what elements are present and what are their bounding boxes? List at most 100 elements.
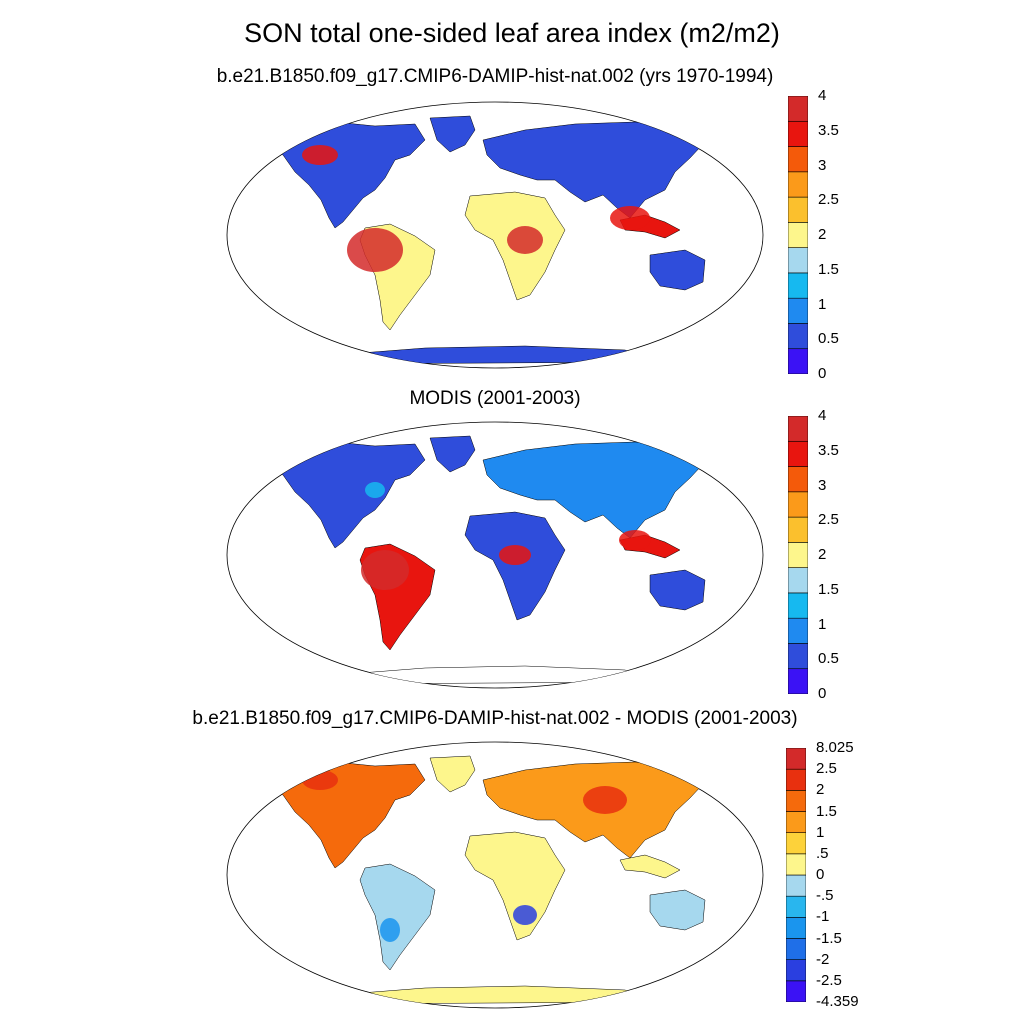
panel-1-map [225, 100, 765, 370]
field-patch [583, 786, 627, 814]
colorbar-swatch [788, 171, 808, 198]
colorbar-tick-label: 2 [818, 226, 827, 243]
panel-2-colorbar-svg [788, 416, 808, 694]
panel-3-map [225, 740, 765, 1010]
colorbar-swatch [786, 832, 806, 855]
continent-southeast-asia [619, 854, 681, 879]
colorbar-tick-label: 4 [818, 407, 827, 424]
field-patch [507, 226, 543, 254]
panel-3-subtitle: b.e21.B1850.f09_g17.CMIP6-DAMIP-hist-nat… [192, 708, 798, 729]
colorbar-tick-label: 0 [816, 866, 825, 883]
colorbar-swatch [786, 959, 806, 982]
continent-africa [464, 511, 566, 621]
colorbar-tick-label: 1.5 [818, 580, 839, 598]
colorbar-tick-label: .5 [816, 844, 829, 862]
colorbar-tick-label: 0 [818, 685, 827, 702]
colorbar-tick-label: 1 [818, 615, 827, 633]
colorbar-tick-label: 1 [816, 823, 825, 841]
colorbar-swatch [788, 323, 808, 350]
colorbar-tick-label: 3 [818, 476, 827, 494]
colorbar-tick-label: 3.5 [818, 121, 839, 139]
panel-3-colorbar: -4.359 -2.5 -2 -1.5 -1 -.5 0 .5 1 1.5 2 2.5 8.025 [786, 740, 859, 1009]
field-patch [361, 550, 409, 590]
colorbar-swatch [788, 516, 808, 543]
continent-south-america [359, 863, 436, 971]
panel-2-colorbar: 0 0.5 1 1.5 2 2.5 3 3.5 4 [788, 408, 839, 701]
panel-3-map-svg [226, 741, 764, 1009]
panel-2-map-svg [226, 421, 764, 689]
colorbar-tick-label: 4 [818, 87, 827, 104]
colorbar-swatch [788, 348, 808, 374]
colorbar-swatch [788, 247, 808, 274]
colorbar-swatch [788, 440, 808, 467]
continent-greenland [429, 115, 476, 153]
colorbar-swatch [786, 748, 806, 770]
continent-africa [464, 831, 566, 941]
figure-title: SON total one-sided leaf area index (m2/… [244, 18, 780, 48]
field-patch [610, 206, 650, 230]
colorbar-tick-label: 2.5 [818, 511, 839, 529]
colorbar-tick-label: 2 [816, 781, 825, 799]
colorbar-swatch [786, 895, 806, 918]
colorbar-swatch [788, 643, 808, 670]
panel-1-colorbar: 0 0.5 1 1.5 2 2.5 3 3.5 4 [788, 88, 839, 381]
panel-2-map [225, 420, 765, 690]
field-patch [619, 530, 651, 550]
colorbar-tick-label: -4.359 [816, 993, 859, 1010]
colorbar-tick-label: 1 [818, 295, 827, 313]
colorbar-swatch [788, 466, 808, 493]
continent-greenland [429, 755, 476, 793]
panel-1-map-svg [226, 101, 764, 369]
field-patch [499, 545, 531, 565]
colorbar-tick-label: 2.5 [818, 191, 839, 209]
colorbar-tick-label: 2.5 [816, 760, 837, 778]
panel-1-subtitle: b.e21.B1850.f09_g17.CMIP6-DAMIP-hist-nat… [216, 66, 774, 87]
field-patch [365, 482, 385, 498]
colorbar-swatch [786, 917, 806, 939]
continent-australia [649, 249, 706, 291]
colorbar-swatch [788, 222, 808, 248]
colorbar-tick-label: 0.5 [818, 650, 839, 668]
field-patch [302, 145, 338, 165]
field-patch [347, 228, 403, 272]
colorbar-swatch [788, 196, 808, 223]
colorbar-swatch [788, 542, 808, 568]
colorbar-swatch [788, 668, 808, 694]
colorbar-tick-label: -1 [816, 908, 830, 926]
colorbar-swatch [788, 416, 808, 442]
colorbar-swatch [788, 592, 808, 619]
colorbar-swatch [788, 96, 808, 122]
colorbar-tick-label: 0 [818, 365, 827, 382]
colorbar-swatch [786, 811, 806, 833]
colorbar-swatch [788, 617, 808, 644]
field-patch [513, 905, 537, 925]
colorbar-swatch [788, 146, 808, 173]
colorbar-tick-label: -2 [816, 950, 830, 968]
colorbar-swatch [786, 980, 806, 1002]
continent-greenland [429, 435, 476, 473]
colorbar-tick-label: 2 [818, 546, 827, 563]
colorbar-swatch [786, 790, 806, 812]
panel-3-colorbar-svg [786, 748, 806, 1002]
colorbar-swatch [786, 874, 806, 897]
colorbar-swatch [788, 120, 808, 147]
colorbar-swatch [786, 853, 806, 876]
colorbar-swatch [788, 491, 808, 518]
colorbar-swatch [788, 567, 808, 594]
colorbar-tick-label: -2.5 [816, 971, 842, 989]
continent-australia [649, 889, 706, 931]
colorbar-tick-label: 0.5 [818, 330, 839, 348]
colorbar-swatch [786, 768, 806, 791]
colorbar-swatch [786, 938, 806, 960]
continent-australia [649, 569, 706, 611]
colorbar-swatch [788, 297, 808, 324]
colorbar-tick-label: 8.025 [816, 739, 854, 756]
colorbar-tick-label: 1.5 [816, 802, 837, 820]
field-patch [380, 918, 400, 942]
panel-1-colorbar-svg [788, 96, 808, 374]
colorbar-tick-label: 3.5 [818, 441, 839, 459]
colorbar-swatch [788, 272, 808, 299]
colorbar-tick-label: -.5 [816, 887, 834, 905]
colorbar-tick-label: 1.5 [818, 260, 839, 278]
colorbar-tick-label: -1.5 [816, 929, 842, 947]
